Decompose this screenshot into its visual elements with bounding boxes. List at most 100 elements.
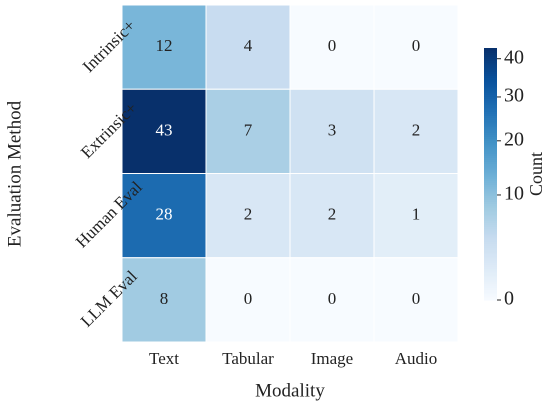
colorbar-segment xyxy=(484,96,497,99)
colorbar-segment xyxy=(484,264,497,267)
colorbar-segment xyxy=(484,276,497,280)
x-tick-label: Audio xyxy=(395,349,438,368)
colorbar-segment xyxy=(484,94,497,97)
heatmap-cell xyxy=(205,4,291,90)
cell-label: 43 xyxy=(156,120,173,139)
colorbar-segment xyxy=(484,186,497,190)
colorbar-segment xyxy=(484,165,497,169)
colorbar-segment xyxy=(484,58,497,62)
colorbar-segment xyxy=(484,98,497,102)
cell-label: 3 xyxy=(328,120,337,139)
colorbar-segment xyxy=(484,113,497,116)
colorbar-segment xyxy=(484,213,497,217)
colorbar-segment xyxy=(484,144,497,148)
colorbar-segment xyxy=(484,293,497,297)
cell-label: 12 xyxy=(156,36,173,55)
colorbar-segment xyxy=(484,52,497,55)
cell-label: 0 xyxy=(328,36,337,55)
colorbar-tick-label: 20 xyxy=(504,128,524,150)
x-tick-label: Image xyxy=(311,349,353,368)
x-tick-label: Tabular xyxy=(222,349,274,368)
heatmap-cell xyxy=(289,257,375,343)
heatmap-cell xyxy=(121,4,207,90)
cell-label: 2 xyxy=(328,205,337,224)
colorbar-segment xyxy=(484,274,497,278)
colorbar-segment xyxy=(484,64,497,68)
colorbar-segment xyxy=(484,134,497,137)
colorbar-segment xyxy=(484,251,497,255)
colorbar-label: Count xyxy=(526,152,546,196)
colorbar-segment xyxy=(484,234,497,238)
cell-label: 2 xyxy=(244,205,253,224)
cell-label: 0 xyxy=(244,289,253,308)
colorbar-segment xyxy=(484,71,497,74)
colorbar-segment xyxy=(484,220,497,223)
cell-label: 0 xyxy=(328,289,337,308)
colorbar-segment xyxy=(484,69,497,72)
colorbar-segment xyxy=(484,247,497,251)
colorbar-segment xyxy=(484,129,497,133)
x-tick-label: Text xyxy=(149,349,179,368)
colorbar-segment xyxy=(484,77,497,81)
colorbar-segment xyxy=(484,73,497,76)
colorbar-segment xyxy=(484,245,497,249)
colorbar-segment xyxy=(484,199,497,202)
colorbar-segment xyxy=(484,108,497,112)
colorbar-segment xyxy=(484,66,497,70)
colorbar-tick-label: 0 xyxy=(504,288,514,310)
colorbar-segment xyxy=(484,285,497,288)
colorbar-segment xyxy=(484,239,497,242)
colorbar-segment xyxy=(484,148,497,152)
colorbar-segment xyxy=(484,241,497,244)
colorbar-segment xyxy=(484,205,497,209)
colorbar-segment xyxy=(484,176,497,179)
cell-label: 4 xyxy=(244,36,253,55)
colorbar-segment xyxy=(484,279,497,282)
colorbar-segment xyxy=(484,111,497,114)
heatmap-cell xyxy=(289,173,375,259)
colorbar-segment xyxy=(484,75,497,78)
colorbar-segment xyxy=(484,260,497,263)
colorbar-segment xyxy=(484,81,497,85)
colorbar-segment xyxy=(484,138,497,141)
colorbar-segment xyxy=(484,90,497,93)
colorbar-segment xyxy=(484,283,497,286)
cell-label: 8 xyxy=(160,289,169,308)
colorbar-segment xyxy=(484,230,497,234)
colorbar-segment xyxy=(484,211,497,215)
colorbar-segment xyxy=(484,174,497,177)
colorbar-segment xyxy=(484,201,497,204)
colorbar-segment xyxy=(484,50,497,53)
heatmap-cell xyxy=(289,4,375,90)
cell-label: 0 xyxy=(412,289,421,308)
colorbar-segment xyxy=(484,203,497,207)
colorbar-segment xyxy=(484,270,497,274)
colorbar-segment xyxy=(484,87,497,91)
colorbar-segment xyxy=(484,190,497,194)
colorbar-segment xyxy=(484,182,497,186)
colorbar-segment xyxy=(484,102,497,106)
colorbar-segment xyxy=(484,142,497,146)
y-axis-label: Evaluation Method xyxy=(4,100,25,247)
colorbar-segment xyxy=(484,222,497,225)
colorbar-segment xyxy=(484,184,497,188)
colorbar-segment xyxy=(484,243,497,246)
heatmap-cell xyxy=(373,88,459,174)
colorbar-segment xyxy=(484,291,497,295)
cell-label: 7 xyxy=(244,120,253,139)
colorbar-segment xyxy=(484,232,497,236)
colorbar-segment xyxy=(484,153,497,156)
colorbar-tick-label: 40 xyxy=(504,46,524,68)
colorbar-segment xyxy=(484,54,497,57)
heatmap-cell xyxy=(205,257,291,343)
colorbar-segment xyxy=(484,228,497,232)
heatmap-cell xyxy=(373,4,459,90)
colorbar-segment xyxy=(484,121,497,125)
colorbar-segment xyxy=(484,171,497,175)
colorbar-segment xyxy=(484,48,497,51)
colorbar-segment xyxy=(484,163,497,167)
colorbar-segment xyxy=(484,136,497,139)
heatmap-cell xyxy=(205,173,291,259)
colorbar-segment xyxy=(484,272,497,276)
colorbar-segment xyxy=(484,209,497,213)
